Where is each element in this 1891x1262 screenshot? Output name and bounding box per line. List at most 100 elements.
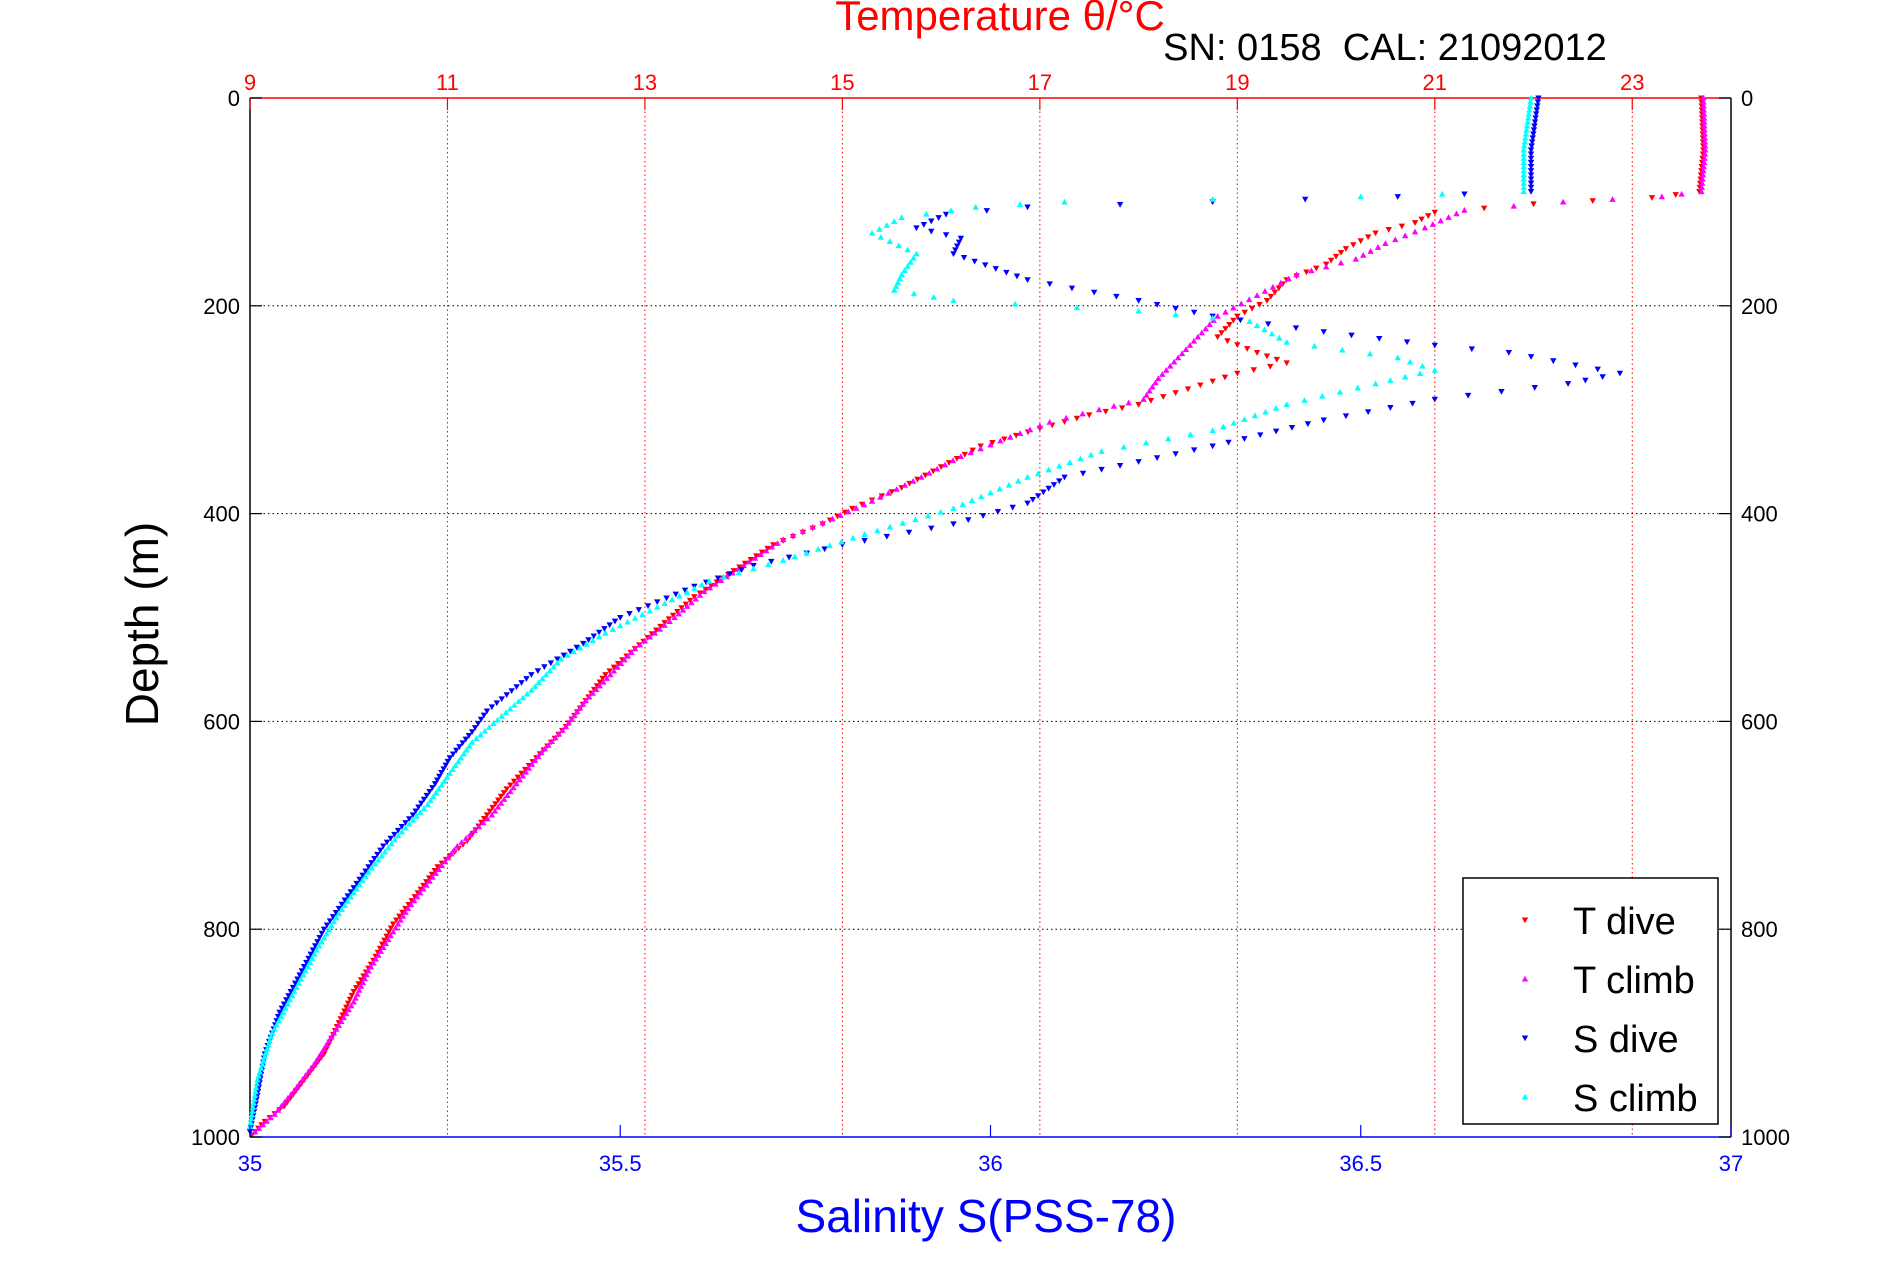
data-point [494, 803, 502, 810]
data-point [1701, 126, 1708, 133]
data-point [254, 1076, 261, 1083]
data-point [393, 917, 400, 924]
data-point [1120, 443, 1127, 450]
data-point [720, 573, 728, 580]
data-point [678, 605, 685, 612]
left-tick-label: 0 [228, 86, 240, 111]
data-point [738, 567, 745, 573]
data-point [385, 844, 392, 851]
data-point [676, 592, 683, 599]
data-point [507, 788, 514, 795]
data-point [758, 549, 766, 556]
data-point [1283, 401, 1290, 408]
data-point [473, 735, 480, 742]
data-point [383, 839, 391, 846]
data-point [1116, 462, 1124, 469]
data-point [668, 596, 676, 603]
data-point [303, 959, 310, 966]
data-point [1046, 418, 1053, 425]
data-point [341, 1008, 348, 1015]
data-point [394, 920, 402, 927]
data-point [753, 553, 760, 560]
bottom-axis-title: Salinity S(PSS-78) [796, 1190, 1177, 1242]
data-point [410, 897, 418, 904]
data-point [1024, 204, 1031, 211]
data-point [383, 933, 390, 940]
data-point [477, 716, 485, 723]
data-point [926, 469, 933, 476]
data-point [427, 797, 434, 804]
data-point [602, 629, 609, 636]
data-point [997, 437, 1004, 444]
data-point [523, 676, 530, 682]
data-point [381, 848, 389, 855]
data-point [434, 777, 441, 784]
data-point [959, 501, 966, 508]
data-point [502, 709, 510, 716]
data-point [283, 997, 290, 1004]
data-point [1209, 314, 1216, 321]
data-point [596, 682, 603, 689]
data-point [989, 439, 996, 446]
data-point [1142, 439, 1150, 446]
data-point [1174, 354, 1182, 361]
bottom-tick-label: 36 [978, 1151, 1002, 1176]
data-point [494, 716, 501, 723]
data-point [1007, 433, 1014, 440]
data-point [1382, 240, 1389, 247]
data-point [1672, 192, 1679, 198]
data-point [1337, 249, 1345, 256]
data-point [497, 800, 505, 806]
data-point [853, 504, 860, 511]
data-point [338, 901, 346, 908]
data-point [510, 784, 517, 791]
data-point [368, 864, 375, 871]
data-point [255, 1072, 262, 1079]
data-point [675, 610, 682, 617]
data-point [714, 575, 722, 582]
data-point [957, 453, 965, 460]
data-point [1531, 385, 1538, 391]
data-point [1276, 334, 1283, 341]
data-point [617, 622, 624, 629]
data-point [1220, 423, 1227, 430]
data-point [1550, 358, 1557, 365]
data-point [326, 918, 334, 925]
data-point [471, 827, 478, 834]
data-point [365, 868, 372, 875]
data-point [284, 1000, 291, 1007]
data-point [705, 577, 713, 584]
data-point [1525, 114, 1532, 121]
data-point [396, 913, 403, 920]
data-point [868, 229, 876, 236]
data-point [313, 1057, 320, 1063]
data-point [295, 980, 303, 986]
legend-marker [1521, 1093, 1529, 1100]
data-point [344, 897, 351, 904]
data-point [568, 715, 575, 722]
data-point [453, 747, 460, 754]
data-point [320, 934, 328, 941]
legend-marker [1521, 1035, 1529, 1042]
data-point [590, 633, 598, 640]
data-point [799, 528, 807, 534]
data-point [1246, 318, 1253, 324]
data-point [420, 885, 427, 892]
data-point [466, 742, 473, 749]
data-point [294, 1083, 301, 1090]
data-point [435, 866, 443, 873]
data-point [266, 1037, 273, 1044]
data-point [888, 489, 895, 495]
data-point [1699, 171, 1707, 178]
data-point [310, 1061, 318, 1067]
data-point [387, 932, 394, 939]
data-point [1214, 312, 1221, 319]
data-point [1526, 102, 1534, 109]
data-point [1166, 362, 1174, 369]
data-point [357, 977, 365, 984]
data-point [325, 926, 333, 933]
data-point [698, 581, 705, 588]
data-point [1013, 273, 1021, 280]
data-point [417, 889, 424, 896]
data-point [302, 967, 309, 974]
